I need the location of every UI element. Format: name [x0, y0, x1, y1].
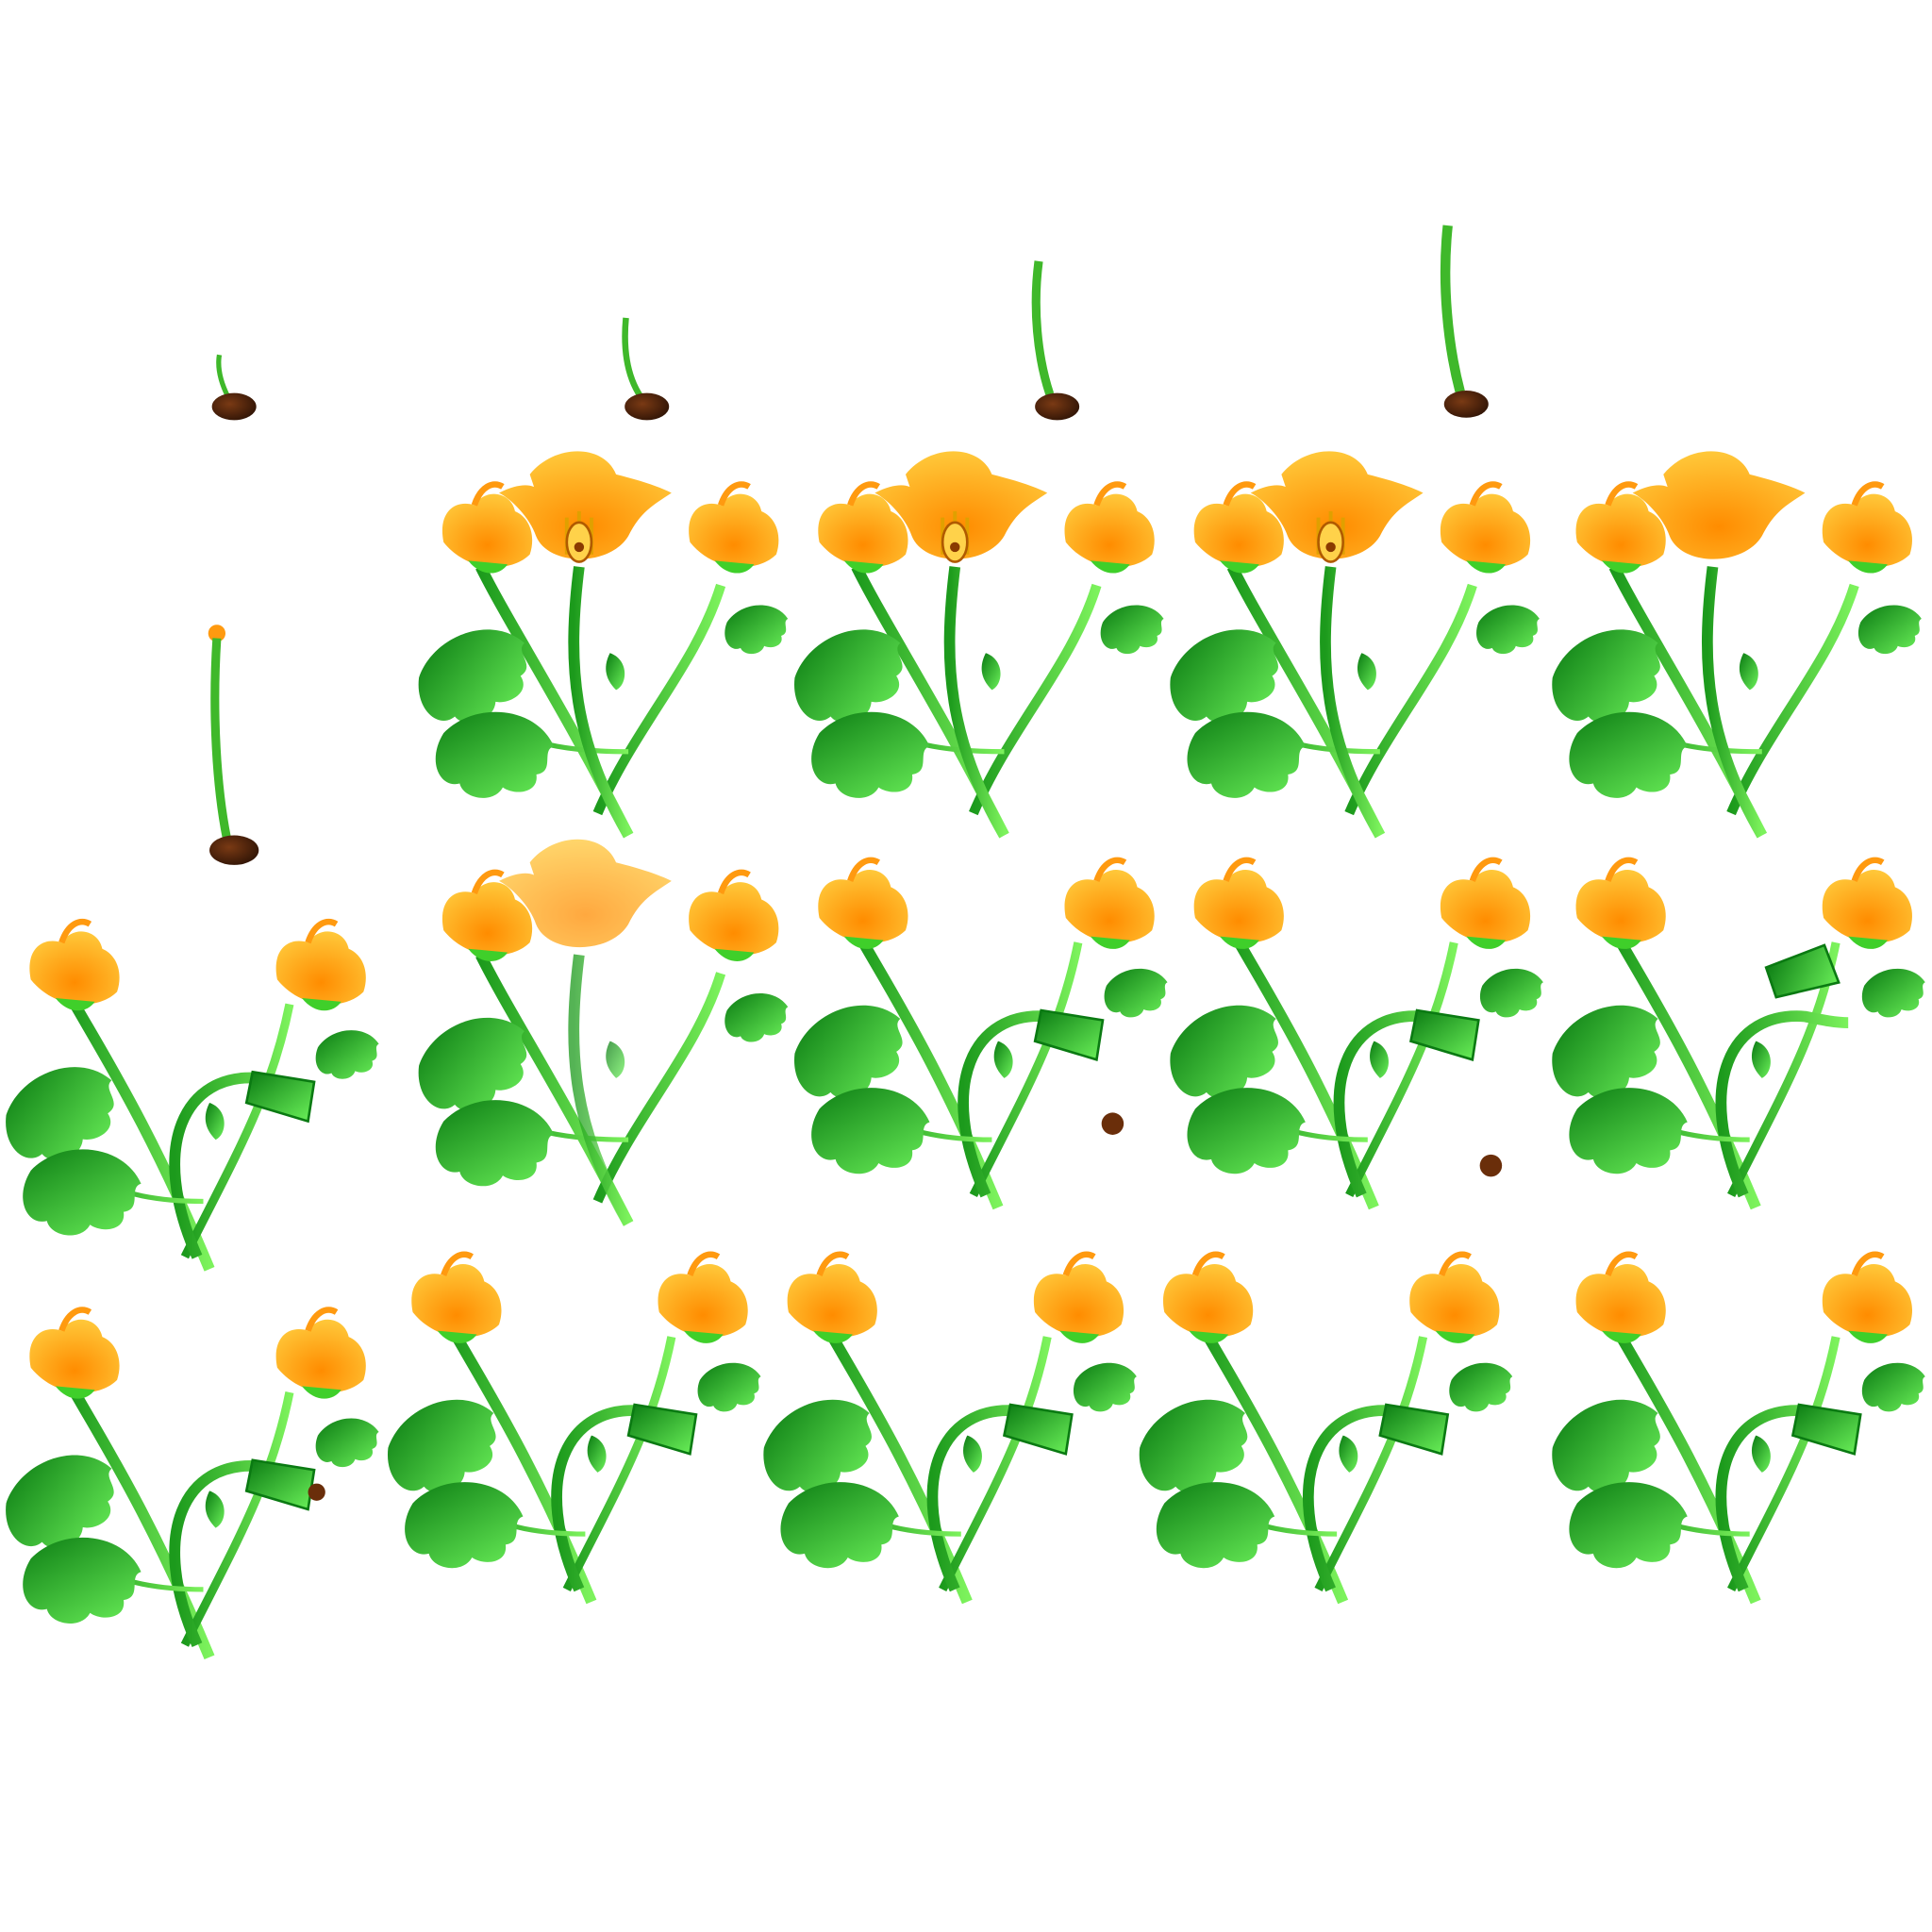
plant-flowering — [407, 451, 1921, 835]
plant-fruiting — [0, 840, 1925, 1270]
plant-pod — [0, 1255, 1925, 1657]
seedling — [208, 225, 1489, 865]
